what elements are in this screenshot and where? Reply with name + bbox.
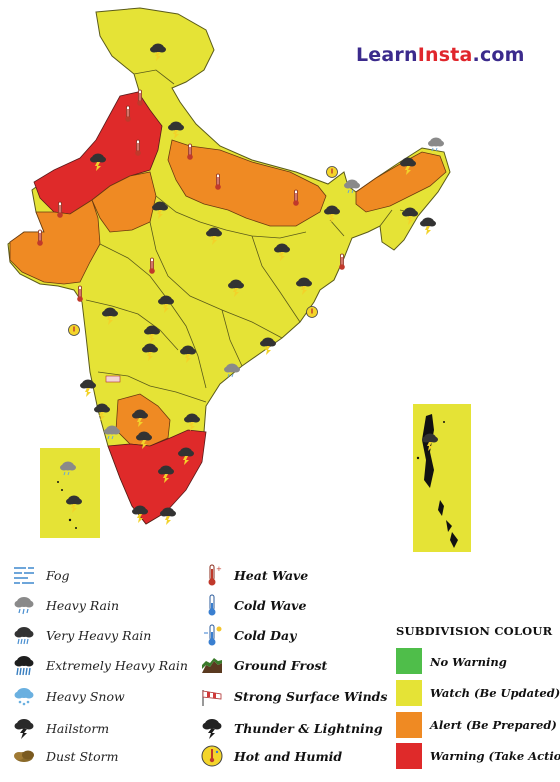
legend-dust-storm-label: Dust Storm <box>46 748 119 764</box>
legend-thunder-lightning-label: Thunder & Lightning <box>234 720 383 736</box>
very-heavy-rain-icon <box>14 627 34 645</box>
inset-lakshadweep-markers <box>57 461 82 529</box>
inset-lakshadweep <box>40 448 100 538</box>
legend-hailstorm: Hailstorm <box>12 716 109 740</box>
legend-strong-winds: Strong Surface Winds <box>200 684 387 708</box>
legend-heat-wave-label: Heat Wave <box>234 567 309 583</box>
brand-part-insta: Insta <box>417 44 473 66</box>
legend-fog: Fog <box>12 563 70 587</box>
legend-heavy-snow: Heavy Snow <box>12 684 125 708</box>
heavy-snow-icon <box>14 688 34 706</box>
hailstorm-icon <box>14 719 34 739</box>
region-alert-northeast <box>355 151 447 213</box>
legend-fog-label: Fog <box>46 567 70 583</box>
svg-text:+: + <box>216 565 222 573</box>
inset-andaman-nicobar <box>413 404 471 552</box>
legend-thunder-lightning: Thunder & Lightning <box>200 716 383 740</box>
inset-andaman-markers <box>416 414 458 548</box>
label-no-warning: No Warning <box>430 655 507 669</box>
ground-frost-icon <box>202 658 222 673</box>
legend-ground-frost-label: Ground Frost <box>234 657 328 673</box>
hot-humid-icon <box>201 745 223 767</box>
legend-cold-day: Cold Day <box>200 623 296 647</box>
brand-part-learn: Learn <box>356 44 418 66</box>
dust-storm-icon <box>14 750 34 762</box>
legend-heavy-rain: Heavy Rain <box>12 593 119 617</box>
legend-dust-storm: Dust Storm <box>12 744 118 768</box>
label-watch: Watch (Be Updated) <box>430 686 560 700</box>
extremely-heavy-rain-icon <box>14 656 34 676</box>
legend-cold-wave-label: Cold Wave <box>234 597 307 613</box>
brand-part-com: .com <box>472 44 525 66</box>
legend-very-heavy-rain-label: Very Heavy Rain <box>46 627 152 643</box>
legend-hailstorm-label: Hailstorm <box>46 720 110 736</box>
swatch-alert <box>396 712 422 738</box>
label-alert: Alert (Be Prepared) <box>430 718 557 732</box>
map-markers <box>36 43 445 525</box>
brand-logo: LearnInsta.com <box>356 44 525 66</box>
swatch-no-warning <box>396 648 422 674</box>
legend-heavy-rain-label: Heavy Rain <box>46 597 120 613</box>
legend-extremely-heavy-rain-label: Extremely Heavy Rain <box>46 657 188 673</box>
heavy-rain-icon <box>14 597 34 615</box>
legend-strong-winds-label: Strong Surface Winds <box>234 688 388 704</box>
legend-heavy-snow-label: Heavy Snow <box>46 688 125 704</box>
cold-wave-icon <box>208 594 216 616</box>
strong-winds-icon <box>202 690 222 706</box>
swatch-warning <box>396 743 422 769</box>
legend-cold-day-label: Cold Day <box>234 627 297 643</box>
legend-extremely-heavy-rain: Extremely Heavy Rain <box>12 653 188 677</box>
legend-very-heavy-rain: Very Heavy Rain <box>12 623 151 647</box>
legend-hot-humid-label: Hot and Humid <box>234 748 343 764</box>
legend-heat-wave: + Heat Wave <box>200 563 308 587</box>
cold-day-icon <box>204 624 222 646</box>
subdivision-title: SUBDIVISION COLOUR <box>396 624 553 638</box>
legend-ground-frost: Ground Frost <box>200 653 327 677</box>
swatch-watch <box>396 680 422 706</box>
fog-icon <box>14 567 34 584</box>
legend-hot-humid: Hot and Humid <box>200 744 342 768</box>
region-alert-west <box>9 199 101 285</box>
heat-wave-icon: + <box>208 564 222 586</box>
india-warning-map <box>7 7 471 552</box>
region-alert-south <box>115 393 171 447</box>
label-warning: Warning (Take Action) <box>430 749 560 763</box>
thunder-lightning-icon <box>202 719 222 739</box>
region-alert-north <box>167 139 327 227</box>
legend-cold-wave: Cold Wave <box>200 593 306 617</box>
